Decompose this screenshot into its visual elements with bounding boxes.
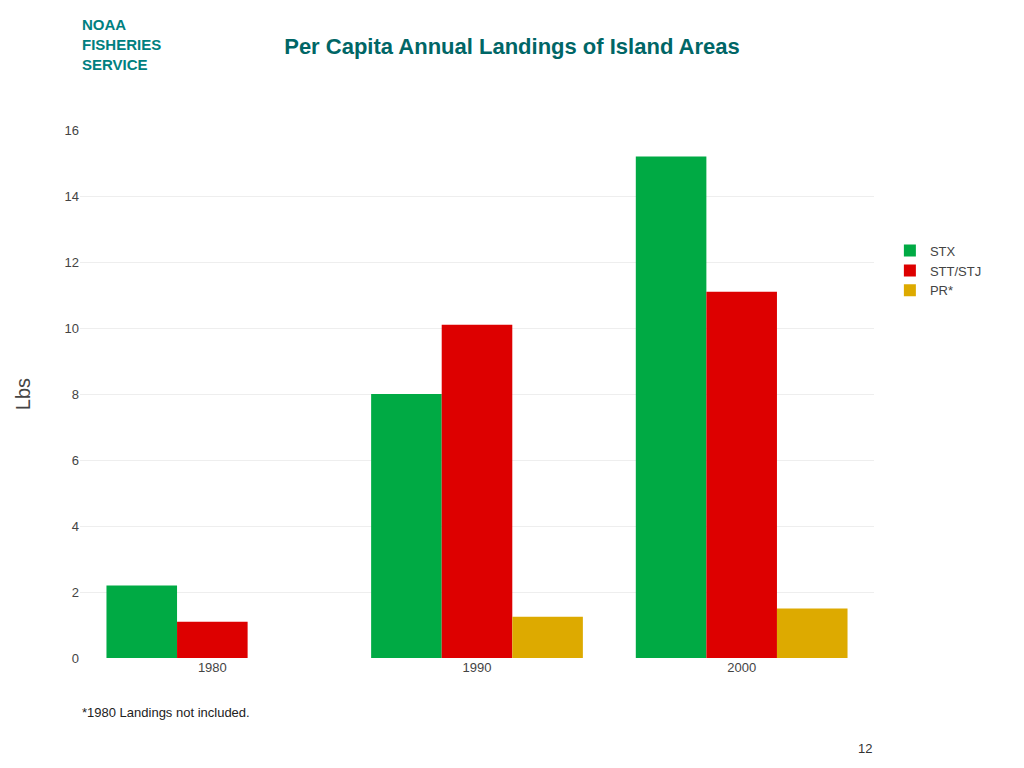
svg-text:0: 0 [72, 651, 79, 666]
svg-text:STX: STX [930, 244, 956, 259]
svg-text:10: 10 [65, 321, 79, 336]
svg-text:12: 12 [858, 741, 872, 756]
svg-text:FISHERIES: FISHERIES [82, 36, 161, 53]
svg-text:4: 4 [72, 519, 79, 534]
svg-text:12: 12 [65, 255, 79, 270]
svg-text:STT/STJ: STT/STJ [930, 264, 981, 279]
svg-text:6: 6 [72, 453, 79, 468]
svg-text:2: 2 [72, 585, 79, 600]
svg-text:14: 14 [65, 189, 79, 204]
svg-text:PR*: PR* [930, 283, 953, 298]
svg-text:Lbs: Lbs [12, 378, 34, 410]
svg-text:Per Capita Annual Landings of: Per Capita Annual Landings of Island Are… [284, 34, 740, 59]
svg-text:8: 8 [72, 387, 79, 402]
svg-text:1990: 1990 [463, 660, 492, 675]
svg-text:SERVICE: SERVICE [82, 56, 148, 73]
svg-text:*1980 Landings not included.: *1980 Landings not included. [82, 705, 250, 720]
svg-text:16: 16 [65, 123, 79, 138]
svg-text:1980: 1980 [198, 660, 227, 675]
svg-text:NOAA: NOAA [82, 16, 126, 33]
svg-text:2000: 2000 [727, 660, 756, 675]
